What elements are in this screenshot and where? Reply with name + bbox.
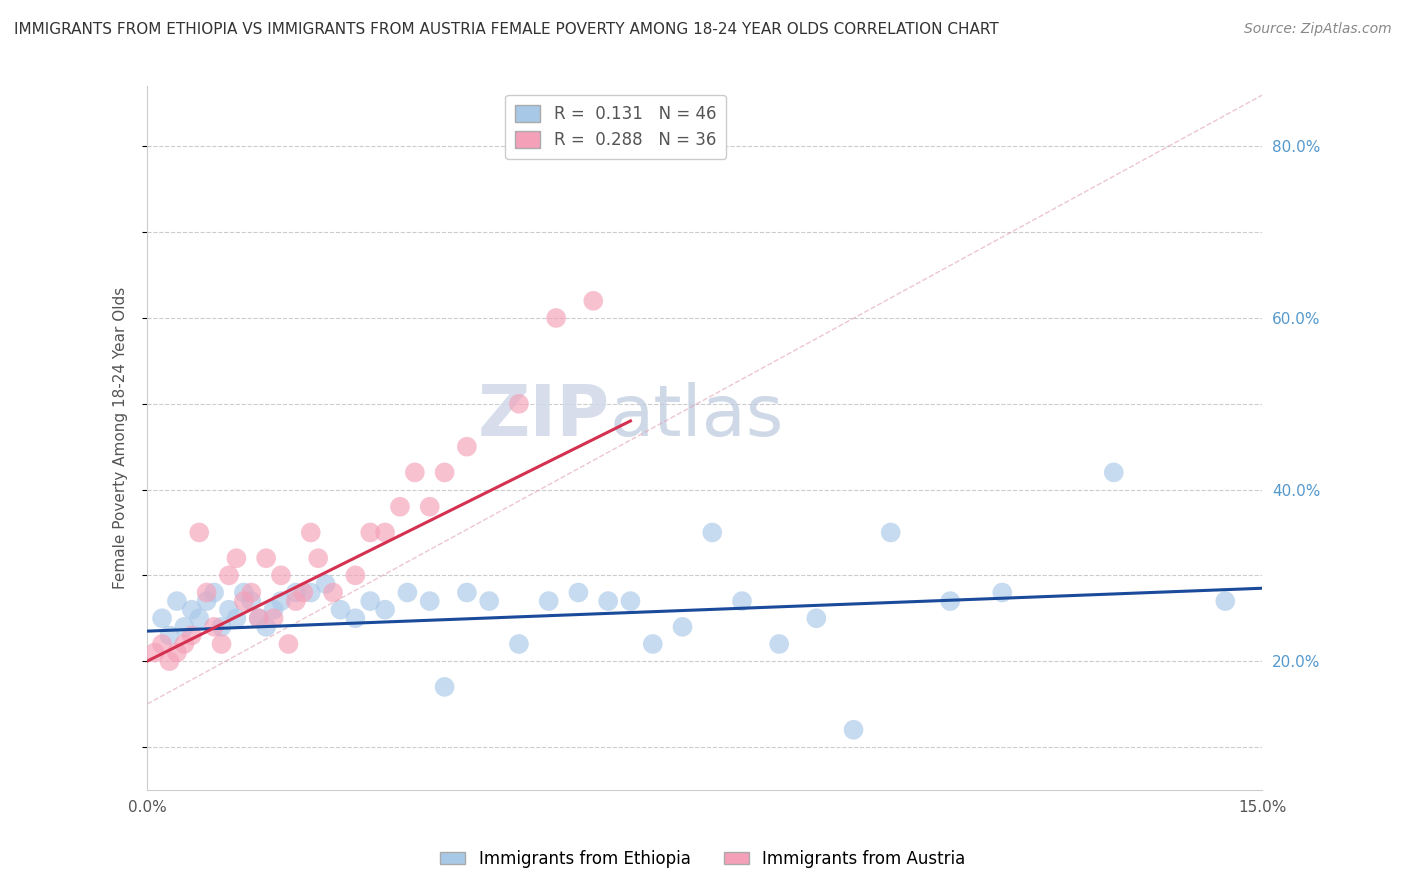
Point	[1213, 594, 1236, 608]
Text: IMMIGRANTS FROM ETHIOPIA VS IMMIGRANTS FROM AUSTRIA FEMALE POVERTY AMONG 18-24 Y: IMMIGRANTS FROM ETHIOPIA VS IMMIGRANTS F…	[14, 22, 998, 37]
Point	[582, 293, 605, 308]
Point	[671, 620, 693, 634]
Point	[478, 594, 501, 608]
Point	[173, 637, 195, 651]
Point	[598, 594, 620, 608]
Point	[166, 646, 188, 660]
Point	[619, 594, 641, 608]
Point	[374, 525, 396, 540]
Point	[619, 139, 641, 153]
Y-axis label: Female Poverty Among 18-24 Year Olds: Female Poverty Among 18-24 Year Olds	[114, 287, 128, 590]
Point	[374, 602, 396, 616]
Point	[419, 594, 441, 608]
Point	[292, 585, 315, 599]
Point	[315, 577, 337, 591]
Point	[546, 310, 568, 325]
Point	[939, 594, 962, 608]
Point	[240, 594, 263, 608]
Point	[991, 585, 1014, 599]
Point	[508, 637, 530, 651]
Point	[842, 723, 865, 737]
Point	[166, 594, 188, 608]
Point	[284, 585, 307, 599]
Point	[180, 628, 202, 642]
Point	[419, 500, 441, 514]
Point	[263, 602, 285, 616]
Point	[322, 585, 344, 599]
Point	[299, 525, 322, 540]
Point	[359, 525, 381, 540]
Point	[173, 620, 195, 634]
Point	[456, 440, 478, 454]
Point	[254, 551, 277, 566]
Point	[159, 654, 181, 668]
Point	[344, 611, 367, 625]
Point	[188, 611, 211, 625]
Point	[202, 585, 225, 599]
Point	[211, 620, 233, 634]
Point	[254, 620, 277, 634]
Point	[225, 611, 247, 625]
Point	[218, 602, 240, 616]
Point	[433, 466, 456, 480]
Point	[1102, 466, 1125, 480]
Point	[880, 525, 903, 540]
Point	[195, 594, 218, 608]
Point	[284, 594, 307, 608]
Point	[307, 551, 329, 566]
Text: Source: ZipAtlas.com: Source: ZipAtlas.com	[1244, 22, 1392, 37]
Point	[232, 585, 254, 599]
Point	[150, 611, 173, 625]
Point	[299, 585, 322, 599]
Point	[263, 611, 285, 625]
Point	[344, 568, 367, 582]
Point	[218, 568, 240, 582]
Point	[188, 525, 211, 540]
Point	[567, 585, 589, 599]
Point	[731, 594, 754, 608]
Point	[641, 637, 664, 651]
Point	[806, 611, 828, 625]
Point	[211, 637, 233, 651]
Point	[232, 594, 254, 608]
Point	[225, 551, 247, 566]
Point	[537, 594, 560, 608]
Text: atlas: atlas	[610, 383, 785, 451]
Point	[247, 611, 270, 625]
Point	[247, 611, 270, 625]
Legend: R =  0.131   N = 46, R =  0.288   N = 36: R = 0.131 N = 46, R = 0.288 N = 36	[505, 95, 725, 160]
Point	[159, 628, 181, 642]
Point	[329, 602, 352, 616]
Point	[388, 500, 411, 514]
Point	[508, 397, 530, 411]
Point	[768, 637, 790, 651]
Legend: Immigrants from Ethiopia, Immigrants from Austria: Immigrants from Ethiopia, Immigrants fro…	[434, 844, 972, 875]
Point	[270, 594, 292, 608]
Point	[359, 594, 381, 608]
Point	[270, 568, 292, 582]
Point	[240, 585, 263, 599]
Point	[433, 680, 456, 694]
Point	[396, 585, 419, 599]
Point	[180, 602, 202, 616]
Point	[277, 637, 299, 651]
Point	[202, 620, 225, 634]
Point	[456, 585, 478, 599]
Point	[143, 646, 166, 660]
Point	[702, 525, 724, 540]
Point	[404, 466, 426, 480]
Point	[195, 585, 218, 599]
Text: ZIP: ZIP	[478, 383, 610, 451]
Point	[150, 637, 173, 651]
